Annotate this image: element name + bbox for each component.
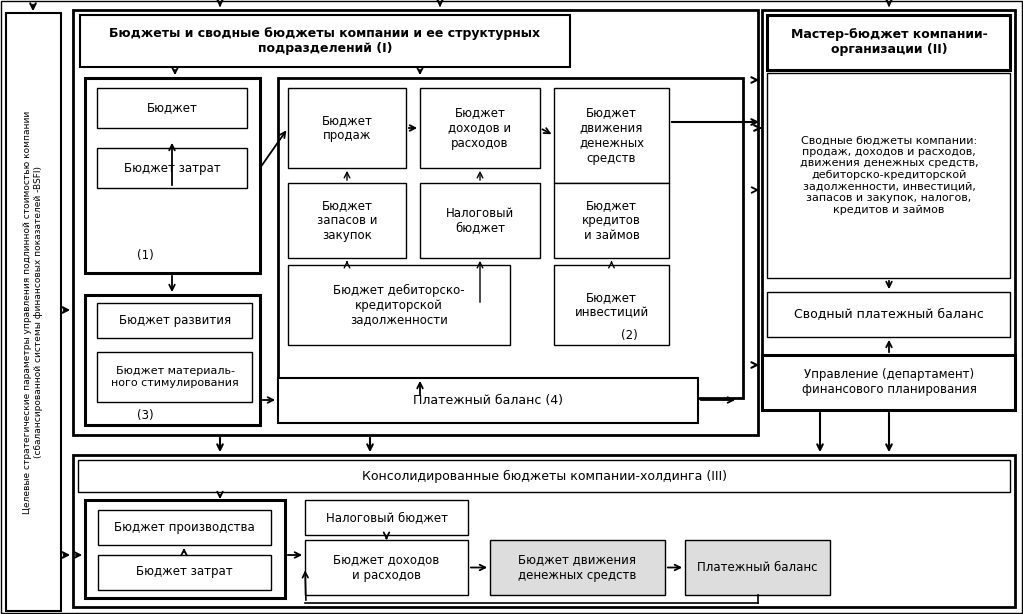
Text: Платежный баланс (4): Платежный баланс (4) — [413, 394, 563, 407]
Bar — [97, 88, 247, 128]
Bar — [554, 183, 669, 258]
Bar — [278, 378, 698, 423]
Bar — [762, 355, 1015, 410]
Text: Управление (департамент)
финансового планирования: Управление (департамент) финансового пла… — [802, 368, 976, 396]
Text: Сводный платежный баланс: Сводный платежный баланс — [794, 308, 984, 321]
Text: Бюджет затрат: Бюджет затрат — [136, 565, 232, 578]
Bar — [80, 15, 570, 67]
Bar — [288, 88, 406, 168]
Text: Мастер-бюджет компании-
организации (II): Мастер-бюджет компании- организации (II) — [791, 28, 987, 56]
Text: Бюджет развития: Бюджет развития — [119, 314, 231, 327]
Bar — [97, 352, 252, 402]
Text: Бюджет: Бюджет — [146, 101, 197, 114]
Text: Бюджет движения
денежных средств: Бюджет движения денежных средств — [519, 553, 636, 581]
Bar — [305, 500, 468, 535]
Text: Бюджет
запасов и
закупок: Бюджет запасов и закупок — [317, 199, 377, 242]
Bar — [685, 540, 830, 595]
Text: Налоговый бюджет: Налоговый бюджет — [325, 511, 447, 524]
Text: (2): (2) — [621, 328, 638, 341]
Bar — [85, 295, 260, 425]
Text: Налоговый
бюджет: Налоговый бюджет — [446, 206, 515, 235]
Bar — [98, 510, 271, 545]
Bar — [767, 73, 1010, 278]
Text: Сводные бюджеты компании:
продаж, доходов и расходов,
движения денежных средств,: Сводные бюджеты компании: продаж, доходо… — [800, 135, 978, 215]
Bar — [97, 303, 252, 338]
Bar — [78, 460, 1010, 492]
Text: Консолидированные бюджеты компании-холдинга (III): Консолидированные бюджеты компании-холди… — [361, 470, 726, 483]
Bar — [420, 183, 540, 258]
Bar — [73, 455, 1015, 607]
Bar — [490, 540, 665, 595]
Bar — [554, 265, 669, 345]
Text: Бюджет
доходов и
расходов: Бюджет доходов и расходов — [448, 106, 512, 149]
Text: Платежный баланс: Платежный баланс — [698, 561, 817, 574]
Text: (3): (3) — [137, 408, 153, 421]
Bar — [767, 292, 1010, 337]
Bar — [554, 88, 669, 183]
Bar — [98, 555, 271, 590]
Bar — [288, 183, 406, 258]
Bar — [762, 10, 1015, 395]
Bar — [97, 148, 247, 188]
Bar — [6, 13, 61, 611]
Text: Бюджет доходов
и расходов: Бюджет доходов и расходов — [333, 553, 440, 581]
Bar — [278, 78, 743, 398]
Bar — [767, 15, 1010, 70]
Text: Целевые стратегические параметры управления подлинной стоимостью компании
(сбала: Целевые стратегические параметры управле… — [24, 111, 43, 514]
Text: Бюджет дебиторско-
кредиторской
задолженности: Бюджет дебиторско- кредиторской задолжен… — [333, 284, 464, 327]
Bar — [85, 500, 285, 598]
Text: Бюджеты и сводные бюджеты компании и ее структурных
подразделений (I): Бюджеты и сводные бюджеты компании и ее … — [109, 27, 540, 55]
Bar — [73, 10, 758, 435]
Bar — [305, 540, 468, 595]
Text: (1): (1) — [137, 249, 153, 262]
Text: Бюджет
продаж: Бюджет продаж — [321, 114, 372, 142]
Bar — [85, 78, 260, 273]
Text: Бюджет затрат: Бюджет затрат — [124, 161, 220, 174]
Bar — [288, 265, 510, 345]
Text: Бюджет
кредитов
и займов: Бюджет кредитов и займов — [582, 199, 641, 242]
Text: Бюджет материаль-
ного стимулирования: Бюджет материаль- ного стимулирования — [112, 366, 239, 388]
Text: Бюджет производства: Бюджет производства — [114, 521, 255, 534]
Bar — [420, 88, 540, 168]
Text: Бюджет
движения
денежных
средств: Бюджет движения денежных средств — [579, 106, 644, 165]
Text: Бюджет
инвестиций: Бюджет инвестиций — [574, 291, 649, 319]
